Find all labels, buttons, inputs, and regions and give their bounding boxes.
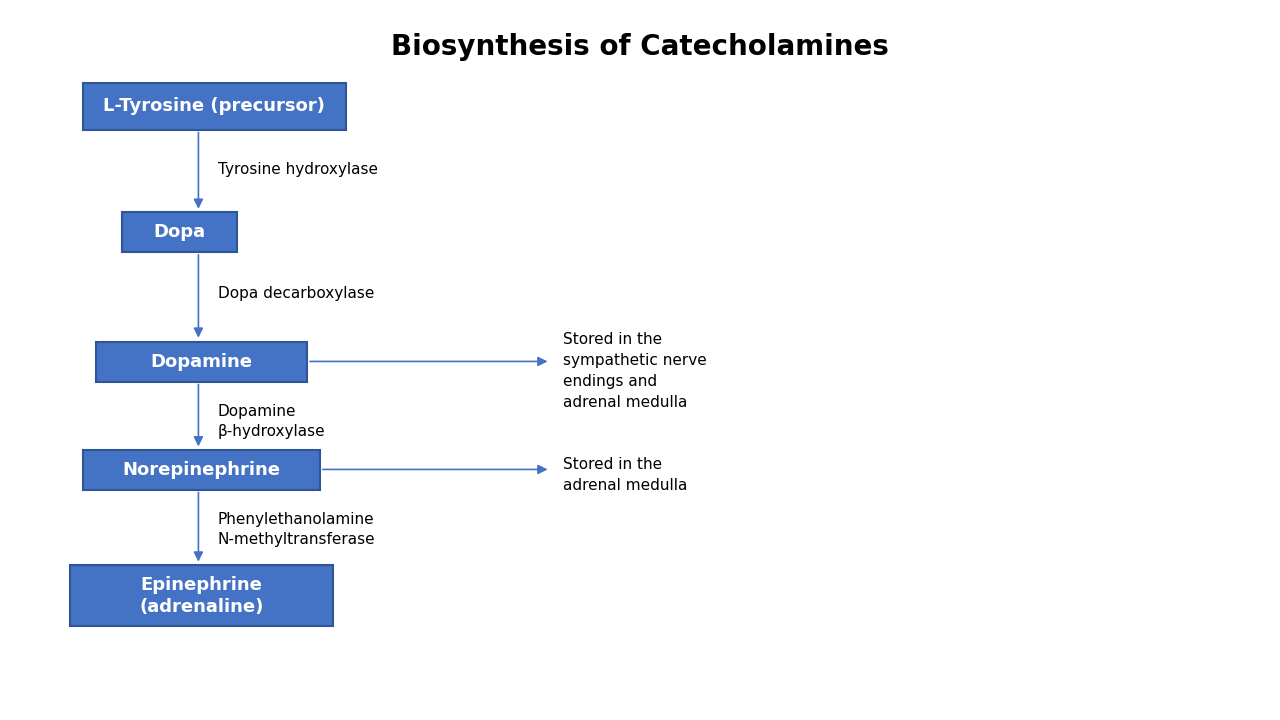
Text: Dopa decarboxylase: Dopa decarboxylase: [218, 287, 374, 301]
FancyBboxPatch shape: [83, 450, 320, 490]
Text: Biosynthesis of Catecholamines: Biosynthesis of Catecholamines: [392, 33, 888, 60]
Text: Phenylethanolamine
N-methyltransferase: Phenylethanolamine N-methyltransferase: [218, 512, 375, 546]
FancyBboxPatch shape: [122, 212, 237, 252]
Text: Stored in the
adrenal medulla: Stored in the adrenal medulla: [563, 457, 687, 493]
FancyBboxPatch shape: [70, 565, 333, 626]
Text: Dopa: Dopa: [154, 223, 205, 241]
Text: Epinephrine
(adrenaline): Epinephrine (adrenaline): [140, 576, 264, 616]
FancyBboxPatch shape: [96, 342, 307, 382]
Text: L-Tyrosine (precursor): L-Tyrosine (precursor): [104, 97, 325, 115]
Text: Norepinephrine: Norepinephrine: [123, 461, 280, 479]
Text: Dopamine
β-hydroxylase: Dopamine β-hydroxylase: [218, 404, 325, 438]
Text: Tyrosine hydroxylase: Tyrosine hydroxylase: [218, 162, 378, 176]
Text: Dopamine: Dopamine: [151, 353, 252, 371]
Text: Stored in the
sympathetic nerve
endings and
adrenal medulla: Stored in the sympathetic nerve endings …: [563, 332, 707, 410]
FancyBboxPatch shape: [83, 83, 346, 130]
